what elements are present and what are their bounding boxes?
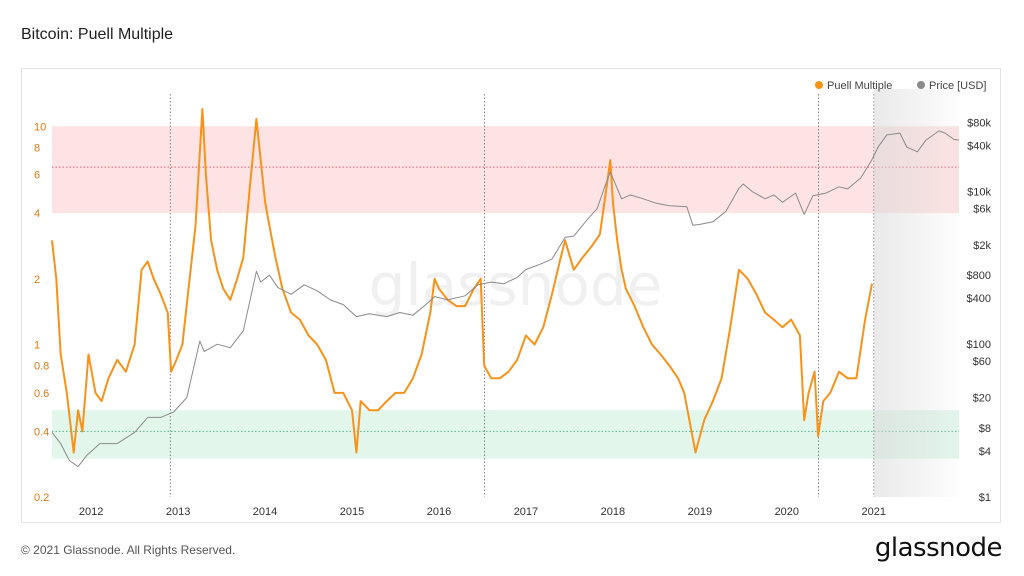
x-tick-label: 2013 — [166, 506, 190, 518]
price-line[interactable] — [51, 130, 960, 468]
x-tick-label: 2014 — [253, 506, 277, 518]
chart-frame: glassnode 0.2 0.4 0.6 0.8 1 2 4 6 8 10 $1 $4 $8 $20 $60… — [21, 68, 1001, 523]
legend-marker-puell[interactable] — [815, 81, 823, 89]
bottom-band — [52, 410, 959, 459]
x-tick-label: 2015 — [340, 506, 364, 518]
projection-shade — [873, 89, 959, 497]
y-right-tick-label: $80k — [967, 117, 991, 129]
watermark: glassnode — [369, 251, 663, 319]
x-tick-label: 2016 — [427, 506, 451, 518]
x-tick-label: 2020 — [775, 506, 799, 518]
x-tick-label: 2021 — [862, 506, 886, 518]
page-title: Bitcoin: Puell Multiple — [21, 26, 174, 43]
y-left-tick-label: 4 — [34, 208, 40, 220]
y-right-tick-label: $8 — [979, 423, 991, 435]
puell-multiple-chart[interactable]: glassnode 0.2 0.4 0.6 0.8 1 2 4 6 8 10 $1 $4 $8 $20 $60… — [22, 69, 1002, 524]
y-left-tick-label: 6 — [34, 170, 40, 182]
y-right-tick-label: $4 — [979, 446, 991, 458]
y-right-tick-label: $2k — [973, 240, 991, 252]
y-left-tick-label: 10 — [34, 121, 46, 133]
x-tick-label: 2018 — [601, 506, 625, 518]
y-left-tick-label: 0.6 — [34, 388, 49, 400]
x-tick-label: 2019 — [688, 506, 712, 518]
legend-marker-price[interactable] — [917, 81, 925, 89]
y-right-tick-label: $10k — [967, 186, 991, 198]
top-band — [52, 126, 959, 214]
legend-label-puell: Puell Multiple — [827, 80, 892, 92]
y-left-tick-label: 0.4 — [34, 426, 49, 438]
legend-label-price: Price [USD] — [929, 80, 986, 92]
y-left-tick-label: 1 — [34, 339, 40, 351]
y-right-tick-label: $800 — [967, 270, 991, 282]
footer-brand-logo: glassnode — [874, 533, 1003, 563]
y-right-tick-label: $400 — [967, 293, 991, 305]
puell-multiple-line[interactable] — [51, 108, 873, 454]
y-right-tick-label: $20 — [973, 393, 991, 405]
y-right-tick-label: $1 — [979, 492, 991, 504]
y-left-tick-label: 2 — [34, 274, 40, 286]
y-right-tick-label: $60 — [973, 356, 991, 368]
x-tick-label: 2017 — [514, 506, 538, 518]
footer-copyright: © 2021 Glassnode. All Rights Reserved. — [21, 543, 236, 557]
y-right-tick-label: $100 — [967, 339, 991, 351]
y-left-tick-label: 0.8 — [34, 361, 49, 373]
y-right-tick-label: $40k — [967, 140, 991, 152]
x-tick-label: 2012 — [79, 506, 103, 518]
y-right-tick-label: $6k — [973, 203, 991, 215]
y-left-tick-label: 8 — [34, 142, 40, 154]
y-left-tick-label: 0.2 — [34, 492, 49, 504]
